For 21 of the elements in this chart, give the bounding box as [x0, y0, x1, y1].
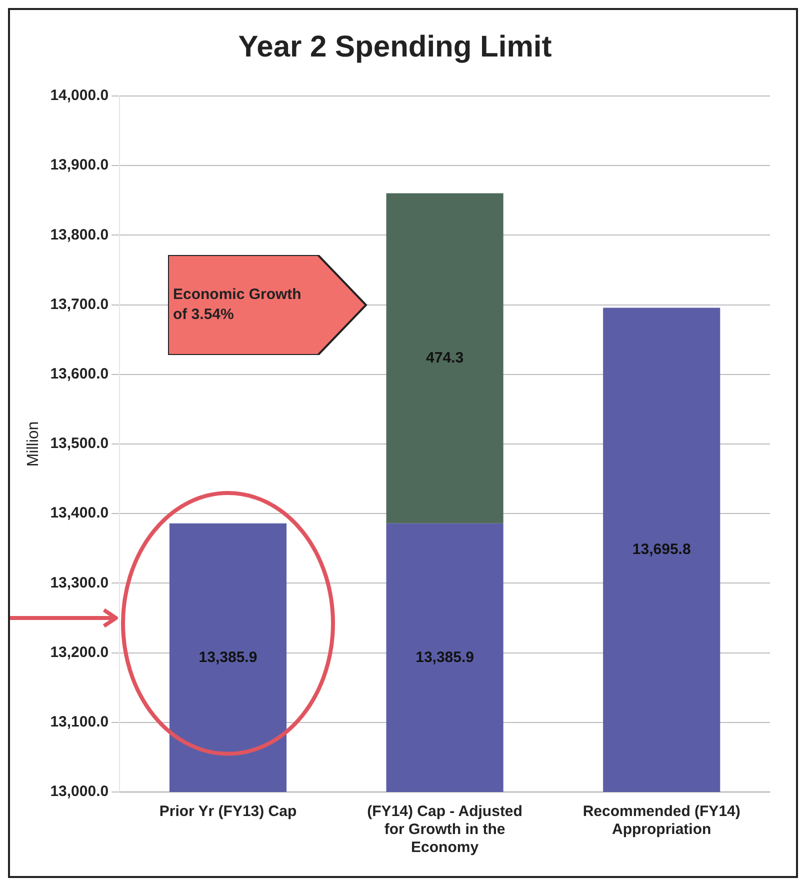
y-tick-label: 13,100.0: [50, 714, 109, 731]
x-tick-label: Recommended (FY14) Appropriation: [582, 803, 740, 838]
y-tick-label: 14,000.0: [50, 87, 109, 104]
chart-title: Year 2 Spending Limit: [238, 30, 552, 64]
y-tick-label: 13,400.0: [50, 504, 109, 522]
annotation: Economic Growth of 3.54%: [172, 284, 302, 325]
y-tick-label: 13,800.0: [50, 226, 109, 244]
x-tick-label: (FY14) Cap - Adjusted for Growth in the Economy: [367, 803, 522, 856]
text: 13,385.9: [416, 648, 474, 666]
y-tick-label: 13,500.0: [50, 435, 109, 452]
y-tick-label: 13,200.0: [50, 644, 109, 661]
y-tick-label: 13,000.0: [50, 783, 109, 800]
y-tick-label: 13,600.0: [50, 366, 109, 383]
text: 13,385.9: [198, 648, 258, 666]
text: 13,695.8: [632, 541, 691, 558]
y-tick-label: 13,900.0: [50, 156, 109, 174]
text: 474.3: [426, 350, 464, 366]
y-axis-title: Million: [25, 421, 42, 467]
y-tick-label: 13,300.0: [50, 574, 109, 592]
x-tick-label: Prior Yr (FY13) Cap: [159, 803, 297, 820]
y-tick-label: 13,700.0: [50, 296, 109, 313]
